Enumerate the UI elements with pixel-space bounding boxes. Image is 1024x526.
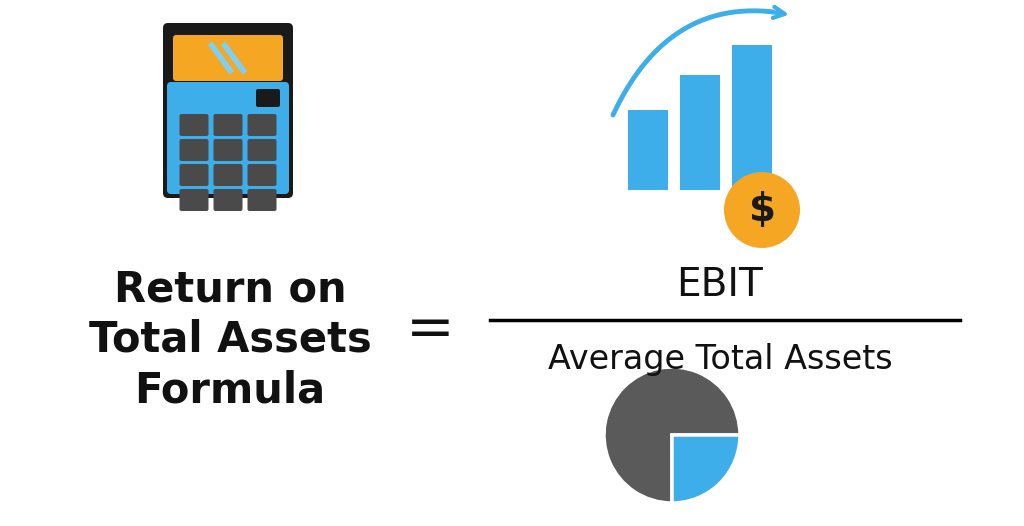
FancyBboxPatch shape: [213, 114, 243, 136]
FancyBboxPatch shape: [179, 164, 209, 186]
Wedge shape: [672, 435, 740, 503]
Text: Average Total Assets: Average Total Assets: [548, 343, 892, 377]
FancyBboxPatch shape: [173, 35, 283, 81]
Text: =: =: [406, 301, 455, 359]
FancyBboxPatch shape: [179, 139, 209, 161]
FancyBboxPatch shape: [179, 114, 209, 136]
FancyBboxPatch shape: [248, 189, 276, 211]
FancyBboxPatch shape: [213, 139, 243, 161]
Text: EBIT: EBIT: [677, 266, 763, 304]
FancyBboxPatch shape: [256, 89, 280, 107]
FancyBboxPatch shape: [179, 189, 209, 211]
FancyBboxPatch shape: [213, 189, 243, 211]
FancyBboxPatch shape: [213, 164, 243, 186]
FancyBboxPatch shape: [248, 139, 276, 161]
FancyBboxPatch shape: [248, 164, 276, 186]
Circle shape: [724, 172, 800, 248]
FancyBboxPatch shape: [167, 82, 289, 194]
Text: $: $: [749, 191, 775, 229]
FancyBboxPatch shape: [732, 45, 772, 190]
FancyBboxPatch shape: [628, 110, 668, 190]
Text: Return on
Total Assets
Formula: Return on Total Assets Formula: [89, 269, 372, 411]
FancyBboxPatch shape: [163, 23, 293, 198]
Wedge shape: [604, 367, 740, 503]
FancyBboxPatch shape: [680, 75, 720, 190]
FancyBboxPatch shape: [248, 114, 276, 136]
